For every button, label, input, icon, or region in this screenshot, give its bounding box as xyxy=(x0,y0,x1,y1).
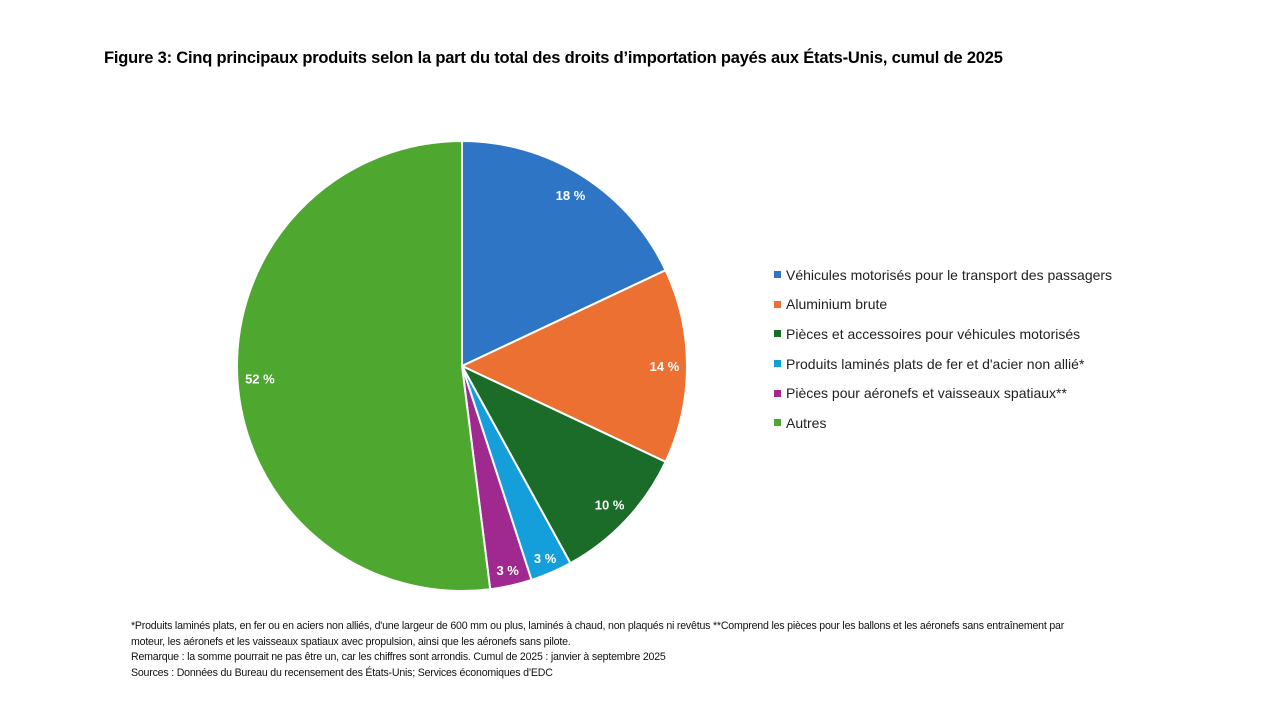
legend-item: Aluminium brute xyxy=(774,290,1112,320)
chart-title: Figure 3: Cinq principaux produits selon… xyxy=(104,49,1003,67)
pie-slice xyxy=(236,139,492,592)
data-label: 3 % xyxy=(496,563,519,578)
legend-label: Produits laminés plats de fer et d'acier… xyxy=(786,355,1085,372)
footnote-definitions: *Produits laminés plats, en fer ou en ac… xyxy=(131,620,1065,648)
pie-slice xyxy=(459,363,667,565)
legend-item: Autres xyxy=(774,408,1112,438)
data-label: 3 % xyxy=(534,551,557,566)
legend-swatch xyxy=(774,419,781,427)
legend-swatch xyxy=(774,389,781,397)
legend-swatch xyxy=(774,300,781,308)
legend-label: Aluminium brute xyxy=(786,296,888,313)
legend-swatch xyxy=(774,330,781,338)
legend-item: Produits laminés plats de fer et d'acier… xyxy=(774,349,1112,379)
legend-swatch xyxy=(774,360,781,368)
legend-item: Pièces pour aéronefs et vaisseaux spatia… xyxy=(774,378,1112,408)
pie-slice xyxy=(459,268,688,464)
legend-item: Véhicules motorisés pour le transport de… xyxy=(774,260,1112,290)
legend-label: Pièces pour aéronefs et vaisseaux spatia… xyxy=(786,385,1067,402)
pie-slice xyxy=(461,139,667,368)
legend-swatch xyxy=(774,271,781,279)
data-label: 10 % xyxy=(595,498,625,513)
footnotes: *Produits laminés plats, en fer ou en ac… xyxy=(131,619,1081,681)
legend-label: Véhicules motorisés pour le transport de… xyxy=(786,266,1113,283)
footnote-remark: Remarque : la somme pourrait ne pas être… xyxy=(131,651,666,664)
data-label: 52 % xyxy=(245,372,275,387)
footnote-sources: Sources : Données du Bureau du recenseme… xyxy=(131,666,553,679)
data-label: 18 % xyxy=(556,188,586,203)
legend-label: Autres xyxy=(786,414,827,431)
legend-label: Pièces et accessoires pour véhicules mot… xyxy=(786,325,1081,342)
legend-item: Pièces et accessoires pour véhicules mot… xyxy=(774,319,1112,349)
data-label: 14 % xyxy=(650,359,680,374)
legend: Véhicules motorisés pour le transport de… xyxy=(774,260,1112,438)
